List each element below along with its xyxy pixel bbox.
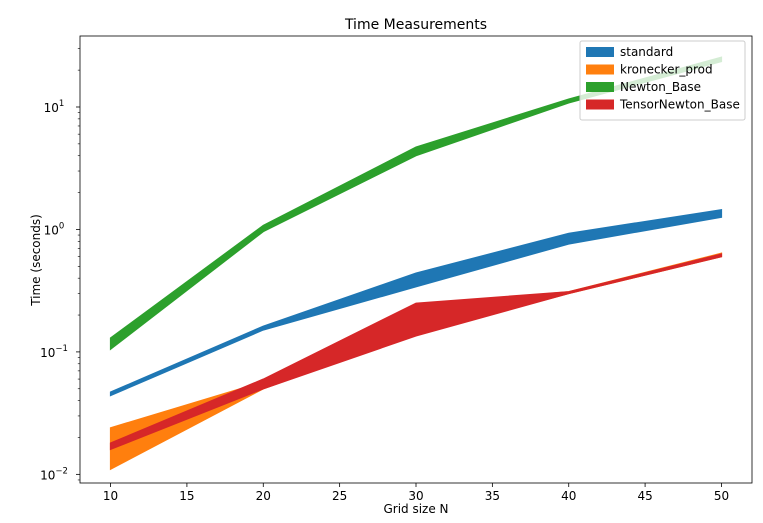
- x-tick-label: 20: [256, 489, 271, 503]
- legend-box: [579, 40, 746, 121]
- legend: standard kronecker_prod Newton_Base TensorN…: [579, 40, 746, 121]
- y-axis-title: Time (seconds): [29, 214, 43, 307]
- legend-label-3: TensorNewton_Base: [619, 98, 740, 112]
- chart-title: Time Measurements: [344, 17, 487, 33]
- legend-label-0: standard: [620, 45, 673, 59]
- x-tick-label: 35: [485, 489, 500, 503]
- legend-label-1: kronecker_prod: [620, 63, 713, 77]
- x-tick-label: 45: [637, 489, 652, 503]
- legend-label-2: Newton_Base: [620, 80, 701, 94]
- x-tick-label: 15: [179, 489, 194, 503]
- x-tick-label: 30: [408, 489, 423, 503]
- x-tick-label: 10: [103, 489, 118, 503]
- series-band-0: [109, 209, 723, 397]
- x-tick-label: 40: [561, 489, 576, 503]
- series-band-3: [109, 253, 723, 451]
- x-tick-label: 25: [332, 489, 347, 503]
- x-tick-label: 50: [714, 489, 729, 503]
- legend-swatch-1: [586, 64, 614, 75]
- legend-swatch-0: [586, 47, 614, 57]
- legend-swatch-2: [586, 82, 614, 92]
- legend-swatch-3: [586, 99, 614, 110]
- x-axis-title: Grid size N: [383, 502, 448, 516]
- x-axis: 10 15 20 25 30 35 40 45 50: [103, 483, 729, 503]
